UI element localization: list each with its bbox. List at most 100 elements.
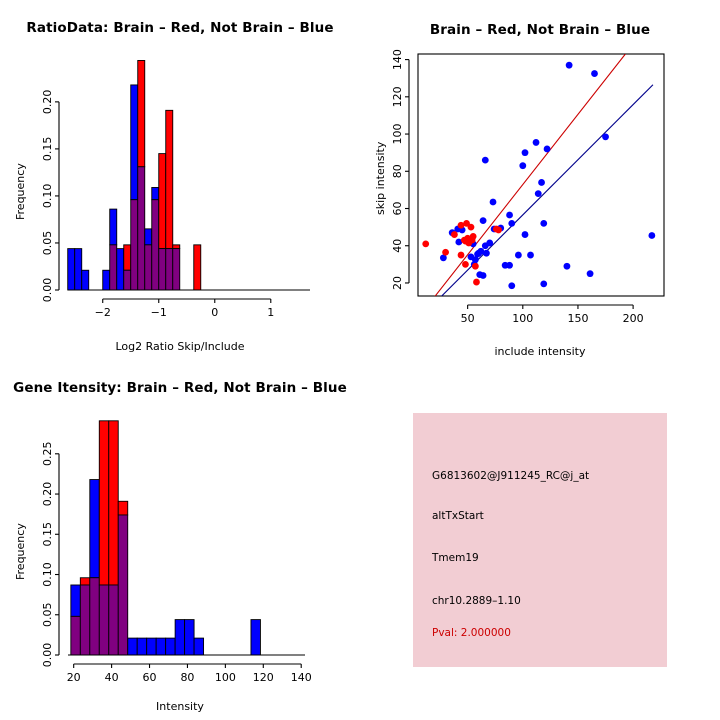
hist-bar-upper bbox=[184, 619, 195, 656]
hist-bar-upper bbox=[193, 637, 205, 656]
scatter-point bbox=[474, 250, 481, 258]
scatter-point bbox=[455, 238, 463, 246]
scatter-point bbox=[538, 179, 545, 186]
hist-bar-overlap bbox=[123, 269, 132, 291]
x-tick-label: −1 bbox=[151, 306, 167, 319]
scatter-point bbox=[527, 251, 534, 259]
fit-line-not-brain-fit bbox=[440, 84, 654, 296]
x-tick-label: 1 bbox=[267, 306, 274, 319]
scatter-point bbox=[591, 70, 598, 77]
y-tick-label: 0.05 bbox=[41, 231, 54, 256]
hist-bar-upper bbox=[67, 248, 76, 291]
x-tick-label: 80 bbox=[180, 671, 194, 684]
hist-bar-overlap bbox=[137, 166, 146, 291]
scatter-point bbox=[495, 226, 502, 234]
y-tick-label: 0.20 bbox=[41, 90, 54, 115]
y-tick-label: 0.00 bbox=[41, 643, 54, 668]
x-tick-label: −2 bbox=[95, 306, 111, 319]
scatter-point bbox=[481, 242, 489, 250]
hist-bar-overlap bbox=[117, 514, 129, 656]
gene-histogram-title: Gene Itensity: Brain – Red, Not Brain – … bbox=[13, 380, 347, 396]
scatter-point bbox=[457, 221, 465, 229]
y-tick-label: 60 bbox=[391, 202, 404, 216]
x-tick-label: 150 bbox=[567, 312, 588, 325]
x-tick-label: 100 bbox=[215, 671, 236, 684]
hist-bar-overlap bbox=[98, 584, 110, 656]
hist-bar-upper bbox=[102, 269, 111, 291]
scatter-point bbox=[565, 61, 573, 69]
scatter-point bbox=[422, 240, 430, 248]
hist-bar-upper bbox=[123, 244, 132, 271]
y-tick-label: 0.05 bbox=[41, 603, 54, 628]
scatter-point bbox=[439, 254, 447, 262]
hist-bar-upper bbox=[155, 637, 167, 656]
x-tick-label: 40 bbox=[105, 671, 119, 684]
scatter-point bbox=[489, 198, 497, 206]
scatter-point bbox=[442, 248, 449, 256]
hist-bar-overlap bbox=[109, 244, 118, 291]
x-tick-label: 0 bbox=[211, 306, 218, 319]
scatter-point bbox=[471, 262, 479, 270]
scatter-point bbox=[506, 261, 513, 269]
scatter-point bbox=[506, 211, 513, 219]
y-tick-label: 0.25 bbox=[41, 442, 54, 467]
hist-bar-upper bbox=[74, 248, 83, 291]
plot-box bbox=[417, 53, 665, 297]
x-tick-label: 60 bbox=[143, 671, 157, 684]
hist-bar-upper bbox=[116, 248, 125, 291]
gene-histogram-xlabel: Intensity bbox=[156, 700, 204, 713]
panel-scatter: Brain – Red, Not Brain – Blue include in… bbox=[360, 0, 720, 360]
hist-bar-upper bbox=[174, 619, 186, 656]
y-tick-label: 0.00 bbox=[41, 278, 54, 303]
hist-bar-upper bbox=[146, 637, 157, 656]
info-pval: Pval: 2.000000 bbox=[432, 627, 511, 639]
scatter-point bbox=[457, 251, 465, 259]
y-tick-label: 80 bbox=[391, 164, 404, 178]
hist-bar-upper bbox=[165, 637, 176, 656]
x-tick-label: 120 bbox=[253, 671, 274, 684]
hist-bar-upper bbox=[144, 228, 153, 246]
hist-bar-upper bbox=[136, 637, 148, 656]
info-probe-id: G6813602@J911245_RC@j_at bbox=[432, 470, 590, 482]
y-tick-label: 0.20 bbox=[41, 482, 54, 507]
scatter-point bbox=[543, 145, 551, 153]
scatter-point bbox=[540, 220, 548, 227]
hist-bar-upper bbox=[137, 60, 146, 168]
y-tick-label: 40 bbox=[391, 239, 404, 253]
hist-bar-upper bbox=[108, 420, 119, 586]
x-tick-label: 20 bbox=[67, 671, 81, 684]
gene-histogram-plot: 0.00 0.05 0.10 0.15 0.20 0.25 20 40 60 80 100 120 14… bbox=[41, 420, 312, 684]
ratio-histogram-plot: 0.00 0.05 0.10 0.15 0.20 −2 −1 0 1 bbox=[41, 60, 310, 319]
ratio-histogram-ylabel: Frequency bbox=[14, 163, 27, 220]
hist-bar-upper bbox=[89, 479, 100, 579]
scatter-point bbox=[602, 133, 609, 141]
y-tick-label: 100 bbox=[391, 124, 404, 145]
ratio-histogram-title: RatioData: Brain – Red, Not Brain – Blue bbox=[26, 20, 334, 36]
hist-bar-overlap bbox=[108, 584, 119, 656]
hist-bar-upper bbox=[117, 500, 129, 516]
hist-bar-overlap bbox=[172, 248, 181, 291]
scatter-point bbox=[514, 251, 522, 259]
hist-bar-overlap bbox=[79, 584, 91, 656]
hist-bar-upper bbox=[81, 269, 90, 291]
scatter-plot: 20 40 60 80 100 120 140 50 100 150 200 bbox=[391, 49, 665, 325]
svg-ratio-bars bbox=[67, 60, 202, 291]
scatter-point bbox=[481, 156, 489, 164]
y-tick-label: 20 bbox=[391, 276, 404, 290]
scatter-point bbox=[451, 231, 458, 238]
scatter-point bbox=[563, 262, 571, 270]
scatter-point bbox=[479, 272, 487, 279]
hist-bar-overlap bbox=[158, 248, 167, 291]
y-tick-label: 140 bbox=[391, 49, 404, 70]
hist-bar-overlap bbox=[165, 248, 174, 291]
scatter-point bbox=[648, 232, 656, 239]
scatter-ylabel: skip intensity bbox=[374, 141, 387, 215]
y-tick-label: 0.15 bbox=[41, 522, 54, 547]
scatter-point bbox=[540, 280, 548, 288]
scatter-point bbox=[479, 217, 487, 225]
hist-bar-upper bbox=[98, 420, 110, 586]
y-tick-label: 0.10 bbox=[41, 562, 54, 587]
hist-bar-upper bbox=[127, 637, 138, 656]
info-box bbox=[413, 413, 667, 667]
